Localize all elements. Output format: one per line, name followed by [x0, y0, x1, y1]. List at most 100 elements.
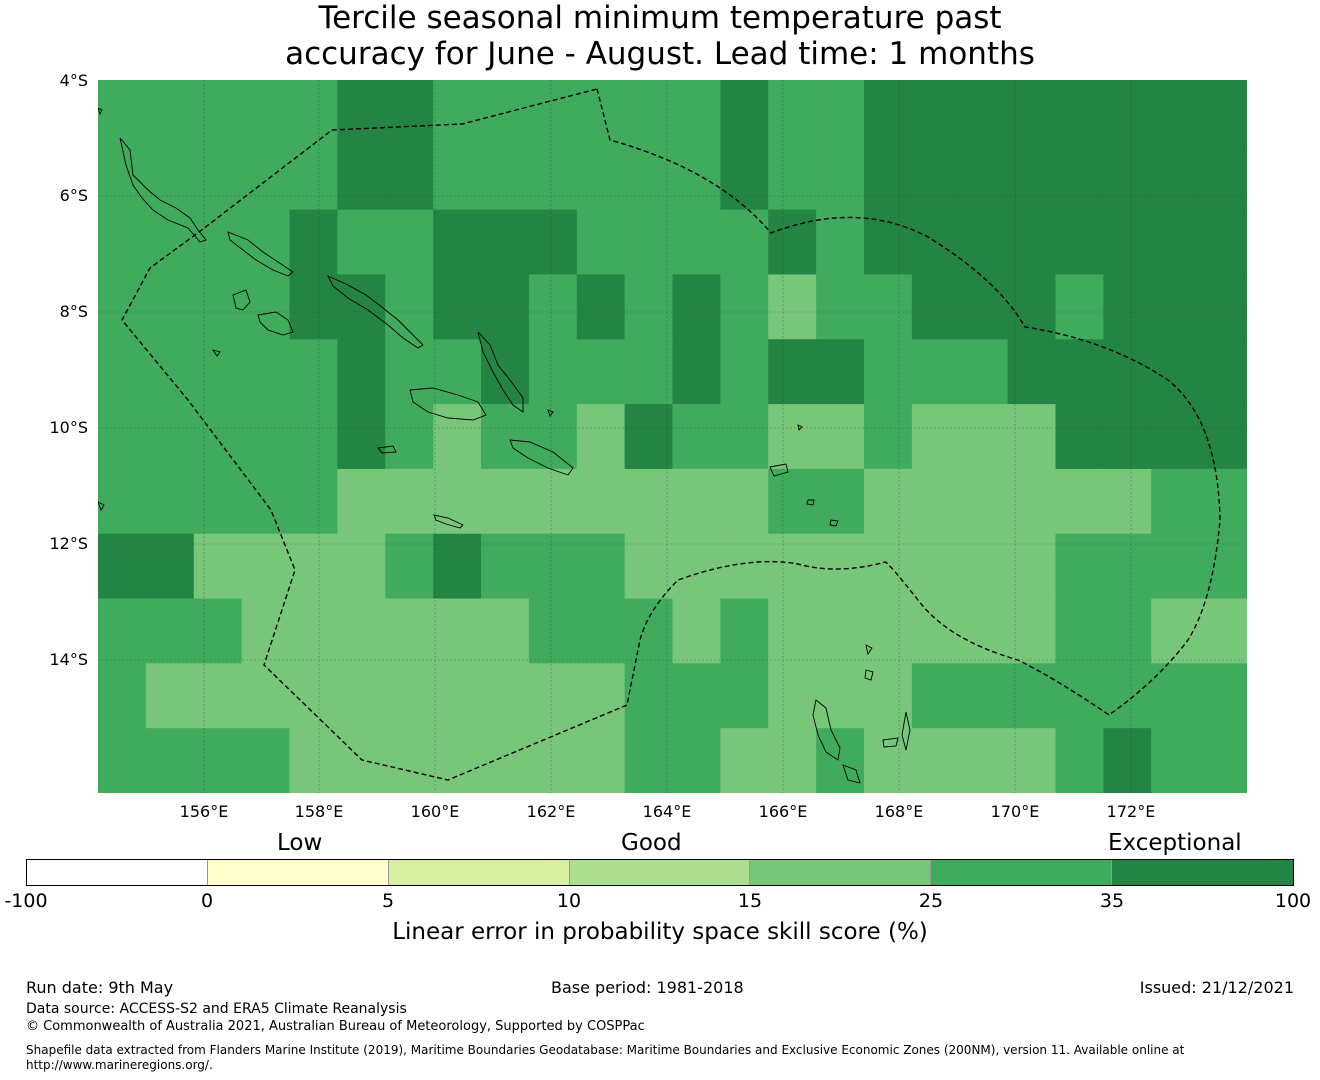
skill-cell [672, 274, 721, 340]
skill-cell [241, 339, 291, 405]
skill-cell [385, 274, 434, 340]
colorbar [26, 859, 1294, 886]
skill-cell [145, 663, 195, 729]
skill-cell [576, 144, 626, 211]
skill-cell [1199, 209, 1247, 276]
skill-cells [98, 80, 1247, 793]
skill-cell [864, 339, 913, 405]
skill-cell [337, 533, 386, 600]
skill-cell [576, 209, 626, 276]
skill-cell [624, 663, 674, 729]
skill-cell [241, 728, 291, 793]
skill-cell [241, 274, 291, 340]
skill-cell [241, 598, 291, 664]
eez-boundary [121, 88, 1221, 781]
skill-cell [576, 404, 626, 470]
graticule [98, 80, 1247, 793]
skill-cell [337, 209, 386, 276]
skill-cell [433, 404, 482, 470]
skill-cell [1007, 598, 1057, 664]
skill-cell [959, 663, 1009, 729]
run-date: Run date: 9th May [26, 978, 174, 997]
lon-label-166e: 166°E [758, 802, 808, 821]
skill-cell [1055, 339, 1104, 405]
skill-cell [481, 209, 530, 276]
base-period: Base period: 1981-2018 [551, 978, 744, 997]
rennell-island [433, 514, 464, 529]
skill-cell [720, 468, 769, 535]
skill-cell [337, 468, 386, 535]
small-islets [98, 107, 803, 512]
skill-cell [98, 533, 147, 600]
skill-cell [959, 728, 1009, 793]
skill-cell [289, 274, 338, 340]
lon-label-168e: 168°E [874, 802, 924, 821]
skill-cell [433, 209, 482, 276]
skill-cell [385, 533, 434, 600]
colorbar-tick: 5 [381, 890, 395, 912]
skill-cell [911, 80, 961, 146]
skill-cell [528, 274, 578, 340]
skill-cell [624, 468, 674, 535]
skill-cell [433, 468, 482, 535]
skill-cell [959, 80, 1009, 146]
colorbar-tick: 100 [1274, 890, 1312, 912]
skill-cell [1151, 209, 1200, 276]
makira-island [509, 439, 574, 476]
vanuatu-islands-east [882, 711, 911, 751]
skill-cell [193, 144, 243, 211]
skill-cell [1007, 468, 1057, 535]
skill-cell [337, 80, 386, 146]
skill-cell [864, 80, 913, 146]
skill-cell [528, 598, 578, 664]
coastlines [98, 107, 911, 784]
colorbar-tick: 0 [200, 890, 214, 912]
skill-cell [911, 144, 961, 211]
lon-label-162e: 162°E [526, 802, 576, 821]
skill-cell [98, 728, 147, 793]
skill-cell [864, 598, 913, 664]
skill-cell [720, 274, 769, 340]
skill-cell [768, 663, 817, 729]
skill-cell [1199, 663, 1247, 729]
lat-label-14s: 14°S [49, 650, 88, 669]
skill-cell [1055, 274, 1104, 340]
skill-cell [816, 728, 865, 793]
skill-cell [1103, 468, 1152, 535]
skill-cell [481, 80, 530, 146]
skill-cell [959, 339, 1009, 405]
skill-cell [98, 468, 147, 535]
lon-label-172e: 172°E [1106, 802, 1156, 821]
skill-cell [672, 80, 721, 146]
skill-cell [816, 144, 865, 211]
skill-cell [289, 404, 338, 470]
skill-cell [193, 209, 243, 276]
skill-cell [1007, 144, 1057, 211]
skill-cell [528, 533, 578, 600]
skill-cell [433, 663, 482, 729]
skill-cell [433, 144, 482, 211]
skill-cell [1151, 728, 1200, 793]
skill-cell [241, 144, 291, 211]
skill-cell [528, 728, 578, 793]
skill-cell [816, 209, 865, 276]
skill-cell [385, 728, 434, 793]
skill-cell [193, 404, 243, 470]
skill-cell [98, 274, 147, 340]
skill-cell [528, 404, 578, 470]
skill-cell [1199, 533, 1247, 600]
skill-cell [98, 144, 147, 211]
skill-cell [1055, 209, 1104, 276]
skill-cell [1007, 728, 1057, 793]
skill-cell [672, 339, 721, 405]
skill-cell [193, 80, 243, 146]
skill-cell [1055, 533, 1104, 600]
vanuatu-malekula [842, 764, 861, 784]
colorbar-segment [207, 860, 389, 885]
skill-cell [672, 533, 721, 600]
skill-cell [672, 144, 721, 211]
skill-cell [145, 80, 195, 146]
skill-cell [911, 339, 961, 405]
choiseul-island [227, 231, 294, 277]
skill-cell [864, 468, 913, 535]
